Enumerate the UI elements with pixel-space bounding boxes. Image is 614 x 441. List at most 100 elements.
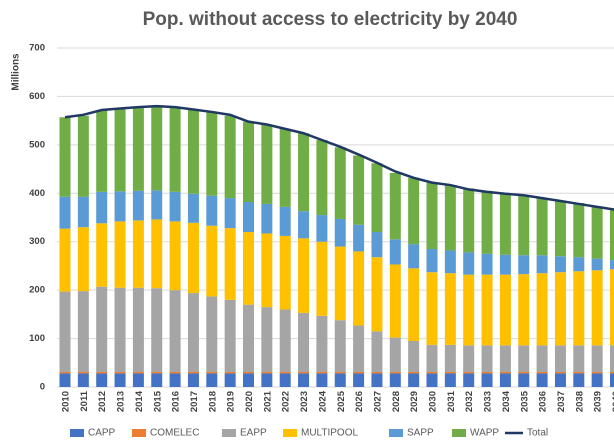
bar-segment <box>371 257 383 332</box>
bar-segment <box>132 373 144 387</box>
bar-segment <box>591 371 603 374</box>
bar-segment <box>206 195 218 226</box>
bar-segment <box>389 371 401 374</box>
bar-segment <box>206 373 218 387</box>
chart-title: Pop. without access to electricity by 20… <box>143 9 518 30</box>
bar-segment <box>444 373 456 387</box>
bar-segment <box>206 112 218 196</box>
bar-segment <box>96 109 108 192</box>
bar-segment <box>536 345 548 372</box>
bar-segment <box>591 258 603 271</box>
x-tick-label: 2014 <box>134 390 145 412</box>
bar-segment <box>426 272 438 345</box>
bar-segment <box>518 195 530 256</box>
bar-segment <box>536 273 548 346</box>
bar-segment <box>353 371 365 374</box>
bar-segment <box>371 373 383 387</box>
bar-segment <box>261 124 273 204</box>
x-tick-label: 2022 <box>281 391 292 412</box>
bar-segment <box>554 345 566 372</box>
bar-segment <box>444 250 456 274</box>
bar-segment <box>96 371 108 374</box>
bar-segment <box>187 371 199 374</box>
bar-segment <box>59 371 71 374</box>
bar-segment <box>77 196 89 228</box>
bar-segment <box>279 309 291 372</box>
bar-segment <box>279 206 291 236</box>
x-tick-label: 2028 <box>391 391 402 412</box>
bar-segment <box>187 193 199 223</box>
bar-segment <box>353 224 365 252</box>
bar-segment <box>426 248 438 273</box>
bar-segment <box>77 371 89 374</box>
bar-segment <box>298 211 310 239</box>
bar-segment <box>243 232 254 305</box>
bar-segment <box>573 373 585 387</box>
bar-segment <box>261 371 273 374</box>
bar-segment <box>77 291 89 372</box>
bar-segment <box>169 373 181 387</box>
bar-segment <box>59 373 71 387</box>
bar-segment <box>77 373 89 387</box>
bar-segment <box>334 218 346 247</box>
bar-segment <box>224 115 236 199</box>
bar-segment <box>536 371 548 374</box>
y-tick-label: 300 <box>29 236 45 247</box>
bar-segment <box>334 373 346 387</box>
bar-segment <box>591 206 603 259</box>
bar-segment <box>279 373 291 387</box>
bar-segment <box>169 107 181 192</box>
bar-segment <box>169 191 181 222</box>
bar-segment <box>298 312 310 372</box>
x-tick-label: 2040 <box>611 391 614 412</box>
x-tick-label: 2024 <box>317 390 328 412</box>
bar-segment <box>481 274 493 346</box>
bar-segment <box>132 107 144 191</box>
y-tick-label: 400 <box>29 188 45 199</box>
bar-segment <box>224 371 236 374</box>
legend-swatch <box>132 429 146 437</box>
bar-segment <box>554 200 566 257</box>
x-tick-label: 2023 <box>299 391 310 412</box>
bar-segment <box>243 304 254 372</box>
bar-segment <box>151 106 163 191</box>
legend-swatch <box>222 429 236 437</box>
bar-segment <box>610 260 614 270</box>
bar-segment <box>334 147 346 219</box>
bar-segment <box>389 337 401 372</box>
bar-segment <box>518 345 530 372</box>
bar-segment <box>206 225 218 297</box>
bar-segment <box>224 228 236 300</box>
x-tick-label: 2027 <box>372 391 383 412</box>
bar-segment <box>243 121 254 203</box>
bar-segment <box>408 340 420 372</box>
bar-segment <box>426 182 438 249</box>
x-tick-label: 2020 <box>244 391 255 412</box>
x-tick-label: 2010 <box>61 391 72 412</box>
bar-segment <box>169 371 181 374</box>
bar-segment <box>499 254 511 275</box>
bar-segment <box>151 190 163 220</box>
bar-segment <box>224 373 236 387</box>
x-tick-label: 2037 <box>556 391 567 412</box>
bar-segment <box>132 287 144 372</box>
y-tick-label: 600 <box>29 91 45 102</box>
bar-segment <box>279 371 291 374</box>
bar-segment <box>408 268 420 341</box>
bar-segment <box>279 128 291 207</box>
bar-segment <box>261 203 273 234</box>
bar-segment <box>316 241 328 316</box>
bar-segment <box>389 239 401 265</box>
bar-segment <box>114 287 126 372</box>
bar-segment <box>554 373 566 387</box>
x-tick-label: 2019 <box>226 391 237 412</box>
bar-segment <box>371 331 383 372</box>
bar-segment <box>408 371 420 374</box>
bar-segment <box>169 221 181 291</box>
bar-segment <box>316 315 328 372</box>
bar-segment <box>444 273 456 345</box>
bar-segment <box>389 172 401 240</box>
legend-label: Total <box>527 428 548 439</box>
bar-segment <box>481 253 493 275</box>
